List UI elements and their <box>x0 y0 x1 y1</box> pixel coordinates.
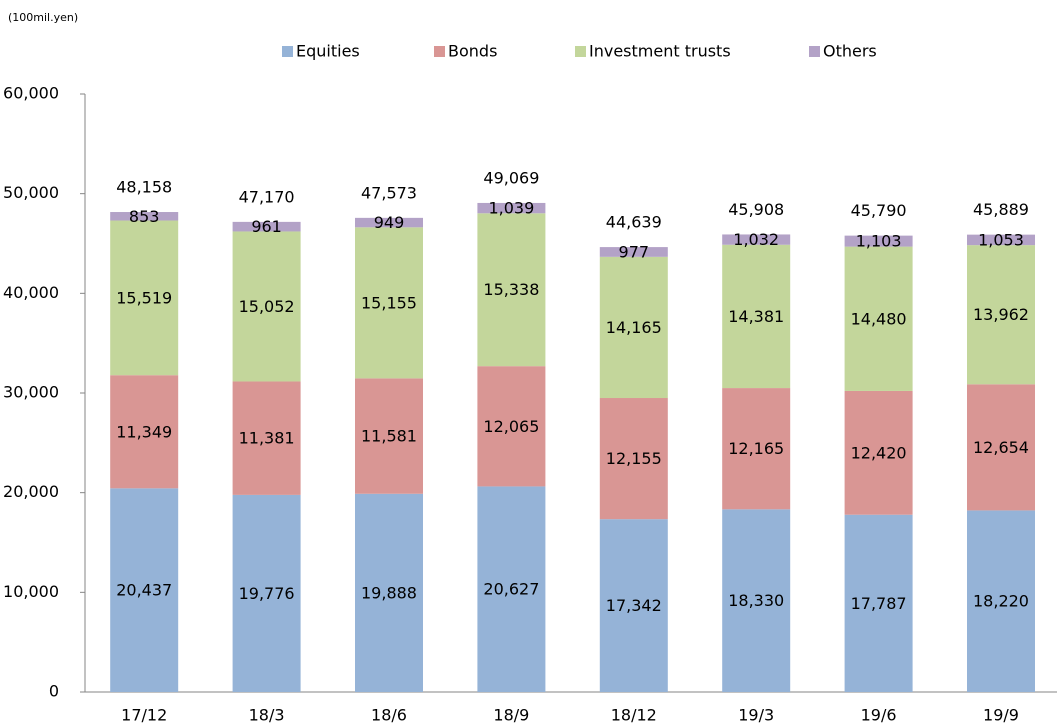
bar-segment <box>967 384 1035 511</box>
bar-segment <box>232 221 301 232</box>
x-tick-label: 19/9 <box>983 706 1019 725</box>
bar-segment <box>355 227 423 379</box>
value-label: 1,032 <box>733 230 779 249</box>
value-label: 17,787 <box>851 594 907 613</box>
x-tick-label: 19/6 <box>861 706 897 725</box>
value-label: 15,338 <box>483 280 539 299</box>
total-label: 48,158 <box>116 178 172 197</box>
value-label: 18,220 <box>973 592 1029 611</box>
value-label: 949 <box>374 213 405 232</box>
value-label: 1,053 <box>978 230 1024 249</box>
legend-label: Others <box>823 42 877 61</box>
value-label: 12,165 <box>728 439 784 458</box>
bar-segment <box>722 509 791 692</box>
y-tick-label: 60,000 <box>3 84 59 103</box>
legend-swatch <box>575 46 586 57</box>
bar-segment <box>477 486 546 692</box>
bar-segment <box>110 220 179 376</box>
bar-segment <box>967 245 1035 385</box>
value-label: 12,155 <box>606 449 662 468</box>
value-label: 15,052 <box>239 297 295 316</box>
value-label: 12,065 <box>483 417 539 436</box>
value-label: 15,519 <box>116 288 172 307</box>
total-label: 45,790 <box>851 201 907 220</box>
unit-label: (100mil.yen) <box>8 11 78 24</box>
bar-segment <box>722 244 791 389</box>
total-label: 45,908 <box>728 200 784 219</box>
value-label: 977 <box>619 242 650 261</box>
total-label: 49,069 <box>483 168 539 187</box>
value-label: 17,342 <box>606 596 662 615</box>
total-label: 45,889 <box>973 200 1029 219</box>
value-label: 18,330 <box>728 591 784 610</box>
bar-segment <box>110 212 179 221</box>
value-label: 14,381 <box>728 307 784 326</box>
x-tick-label: 18/9 <box>493 706 529 725</box>
legend-swatch <box>434 46 445 57</box>
y-tick-label: 10,000 <box>3 582 59 601</box>
bar-segment <box>599 398 668 520</box>
total-label: 44,639 <box>606 213 662 232</box>
value-label: 20,437 <box>116 581 172 600</box>
value-label: 11,349 <box>116 422 172 441</box>
total-label: 47,573 <box>361 183 417 202</box>
value-label: 19,888 <box>361 583 417 602</box>
bar-segment <box>355 378 423 494</box>
value-label: 1,039 <box>488 199 534 218</box>
bar-segment <box>232 381 301 495</box>
value-label: 14,480 <box>851 309 907 328</box>
y-tick-label: 30,000 <box>3 383 59 402</box>
value-label: 853 <box>129 207 160 226</box>
value-label: 961 <box>251 217 282 236</box>
bar-segment <box>599 256 668 399</box>
bar-segment <box>844 246 913 391</box>
value-label: 15,155 <box>361 293 417 312</box>
bar-segment <box>355 217 423 228</box>
total-label: 47,170 <box>239 187 295 206</box>
legend-swatch <box>282 46 293 57</box>
legend-label: Bonds <box>448 42 497 61</box>
bar-segment <box>477 366 546 487</box>
value-label: 11,381 <box>239 429 295 448</box>
bar-segment <box>967 234 1035 246</box>
legend-swatch <box>809 46 820 57</box>
value-label: 19,776 <box>239 584 295 603</box>
bar-segment <box>110 375 179 489</box>
x-tick-label: 18/3 <box>249 706 285 725</box>
value-label: 20,627 <box>483 580 539 599</box>
y-tick-label: 40,000 <box>3 283 59 302</box>
bar-segment <box>599 519 668 692</box>
bar-segment <box>722 388 791 510</box>
bar-segment <box>477 202 546 214</box>
bar-segment <box>844 514 913 692</box>
value-label: 14,165 <box>606 318 662 337</box>
bar-segment <box>477 213 546 367</box>
value-label: 12,420 <box>851 443 907 462</box>
y-tick-label: 20,000 <box>3 482 59 501</box>
bar-segment <box>722 234 791 245</box>
x-tick-label: 17/12 <box>121 706 167 725</box>
x-tick-label: 18/6 <box>371 706 407 725</box>
bar-segment <box>232 494 301 692</box>
bar-segment <box>110 488 179 692</box>
value-label: 12,654 <box>973 438 1029 457</box>
bar-segment <box>599 247 668 257</box>
legend-label: Investment trusts <box>589 42 731 61</box>
value-label: 13,962 <box>973 305 1029 324</box>
value-label: 11,581 <box>361 427 417 446</box>
bar-segment <box>844 390 913 515</box>
bar-segment <box>844 235 913 247</box>
bar-segment <box>355 493 423 692</box>
bar-segment <box>232 231 301 382</box>
y-tick-label: 50,000 <box>3 183 59 202</box>
y-tick-label: 0 <box>49 682 59 701</box>
x-tick-label: 18/12 <box>611 706 657 725</box>
x-tick-label: 19/3 <box>738 706 774 725</box>
bar-segment <box>967 510 1035 692</box>
value-label: 1,103 <box>856 232 902 251</box>
legend-label: Equities <box>296 42 360 61</box>
